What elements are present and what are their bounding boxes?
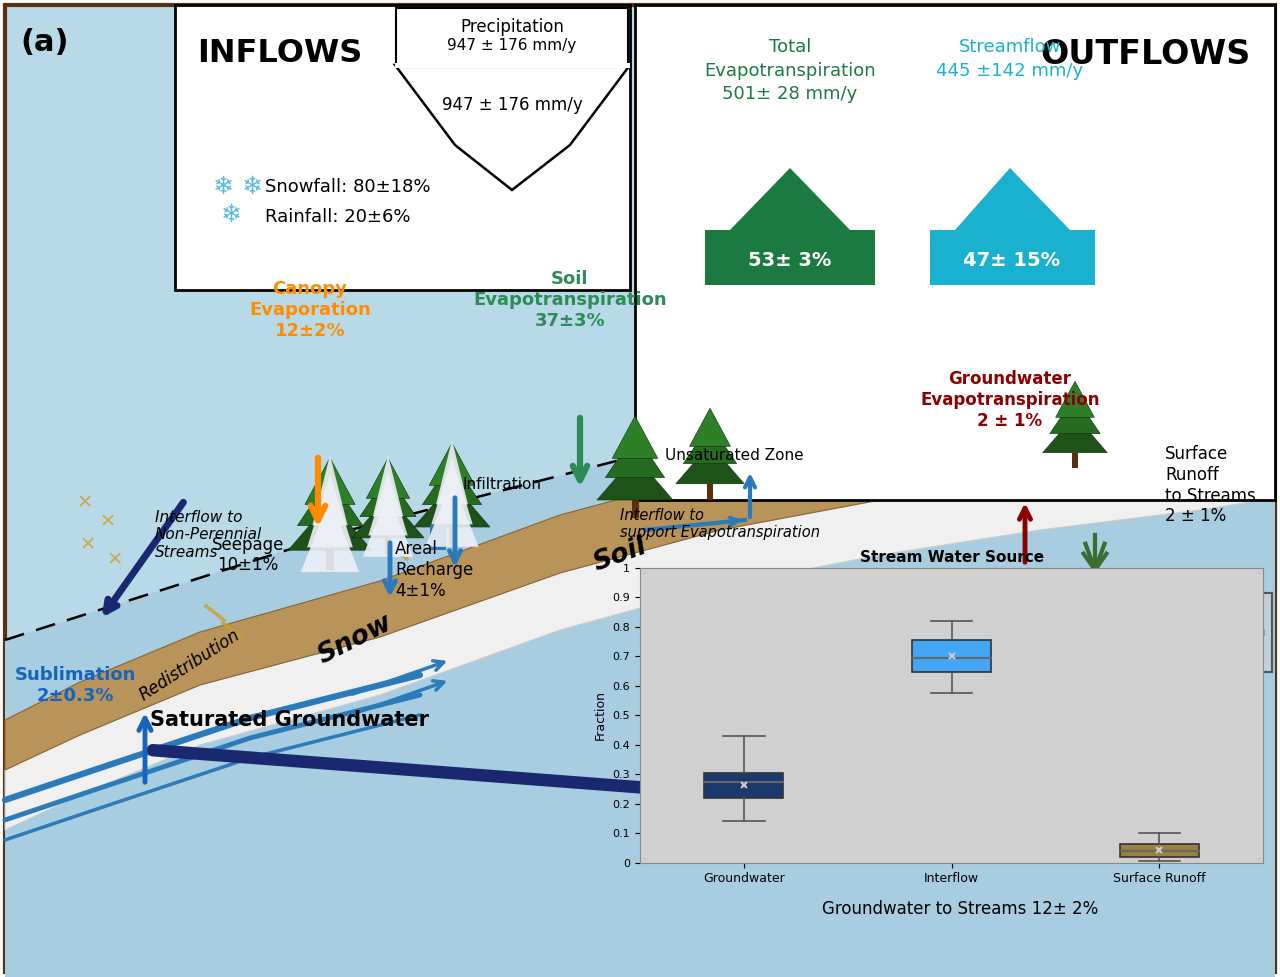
Text: Interflow to
Non-Perennial
Streams: Interflow to Non-Perennial Streams [155, 510, 262, 560]
Text: (a): (a) [20, 28, 69, 57]
FancyBboxPatch shape [396, 8, 628, 67]
Text: INFLOWS: INFLOWS [197, 38, 362, 69]
Text: Interflow to Streams
33±14%: Interflow to Streams 33±14% [795, 668, 965, 706]
Polygon shape [396, 65, 630, 190]
Text: Unsaturated Zone: Unsaturated Zone [666, 447, 804, 462]
Polygon shape [1050, 397, 1101, 434]
Text: Areal
Recharge
4±1%: Areal Recharge 4±1% [396, 540, 474, 600]
Text: Interflow to
support Evapotranspiration: Interflow to support Evapotranspiration [620, 508, 820, 540]
Text: Streamflow
445 ±142 mm/y: Streamflow 445 ±142 mm/y [937, 38, 1084, 79]
FancyBboxPatch shape [430, 525, 445, 550]
Text: Sublimation
2±0.3%: Sublimation 2±0.3% [14, 666, 136, 705]
FancyBboxPatch shape [913, 640, 991, 672]
FancyBboxPatch shape [1198, 593, 1272, 672]
Polygon shape [372, 455, 403, 517]
Text: Canopy
Evaporation
12±2%: Canopy Evaporation 12±2% [250, 280, 371, 340]
Text: Groundwater
Evapotranspiration
2 ± 1%: Groundwater Evapotranspiration 2 ± 1% [920, 370, 1100, 430]
Text: Snowfall: 80±18%: Snowfall: 80±18% [265, 178, 430, 196]
Polygon shape [676, 445, 744, 484]
Text: ✕: ✕ [79, 535, 96, 555]
Polygon shape [352, 496, 424, 538]
Polygon shape [931, 168, 1094, 285]
Text: Soil
Evapotranspiration
37±3%: Soil Evapotranspiration 37±3% [474, 271, 667, 330]
Text: Infiltration: Infiltration [462, 477, 541, 492]
Polygon shape [1073, 452, 1078, 468]
Polygon shape [297, 477, 362, 526]
Polygon shape [684, 424, 737, 464]
Y-axis label: Fraction: Fraction [594, 690, 607, 741]
Text: 53± 3%: 53± 3% [749, 250, 832, 270]
Polygon shape [448, 527, 456, 545]
Text: ✕: ✕ [77, 493, 93, 513]
Polygon shape [429, 443, 475, 486]
Polygon shape [366, 458, 410, 498]
FancyBboxPatch shape [5, 5, 1275, 972]
Polygon shape [705, 168, 876, 285]
Text: ✕: ✕ [106, 550, 123, 570]
Text: Snow: Snow [314, 611, 397, 670]
Polygon shape [413, 483, 490, 527]
Polygon shape [596, 456, 673, 500]
Text: OUTFLOWS: OUTFLOWS [1039, 38, 1251, 71]
Polygon shape [425, 480, 479, 547]
Polygon shape [5, 5, 1275, 977]
Polygon shape [288, 502, 371, 550]
Text: Precipitation: Precipitation [460, 18, 564, 36]
Polygon shape [301, 499, 360, 572]
Polygon shape [707, 484, 713, 500]
FancyBboxPatch shape [704, 773, 783, 798]
Polygon shape [5, 445, 1275, 830]
Polygon shape [307, 474, 353, 547]
Polygon shape [326, 550, 334, 570]
Polygon shape [385, 538, 392, 555]
FancyBboxPatch shape [1120, 843, 1199, 857]
Text: Stream: Stream [1203, 624, 1266, 640]
Polygon shape [369, 472, 408, 535]
Polygon shape [362, 493, 413, 557]
Polygon shape [1056, 381, 1094, 417]
Text: 47± 15%: 47± 15% [964, 250, 1061, 270]
Text: Groundwater to Streams 12± 2%: Groundwater to Streams 12± 2% [822, 900, 1098, 918]
Text: Soil: Soil [590, 533, 650, 576]
Title: Stream Water Source: Stream Water Source [860, 550, 1043, 565]
Polygon shape [360, 475, 416, 517]
FancyBboxPatch shape [635, 5, 1275, 500]
FancyBboxPatch shape [175, 5, 630, 290]
Polygon shape [305, 458, 355, 504]
Polygon shape [605, 434, 664, 478]
Text: Redistribution: Redistribution [137, 626, 243, 704]
Text: Seepage
10±1%: Seepage 10±1% [211, 535, 284, 574]
Text: Total
Evapotranspiration
501± 28 mm/y: Total Evapotranspiration 501± 28 mm/y [704, 38, 876, 104]
Polygon shape [436, 440, 468, 504]
Polygon shape [5, 375, 1275, 977]
Polygon shape [1043, 415, 1107, 452]
Polygon shape [631, 500, 639, 518]
FancyBboxPatch shape [396, 63, 630, 68]
Text: 947 ± 176 mm/y: 947 ± 176 mm/y [448, 38, 576, 53]
Text: 947 ± 176 mm/y: 947 ± 176 mm/y [442, 96, 582, 114]
Text: ✕: ✕ [100, 513, 116, 531]
Polygon shape [612, 416, 658, 458]
Polygon shape [690, 408, 731, 446]
Text: Surface
Runoff
to Streams
2 ± 1%: Surface Runoff to Streams 2 ± 1% [1165, 445, 1256, 526]
Text: ❄ ❄
 ❄: ❄ ❄ ❄ [212, 175, 262, 227]
Polygon shape [431, 457, 472, 525]
Polygon shape [5, 388, 1275, 770]
Polygon shape [312, 455, 348, 526]
Text: Saturated Groundwater: Saturated Groundwater [151, 710, 430, 730]
Text: Rainfall: 20±6%: Rainfall: 20±6% [265, 208, 411, 226]
Polygon shape [422, 460, 481, 504]
